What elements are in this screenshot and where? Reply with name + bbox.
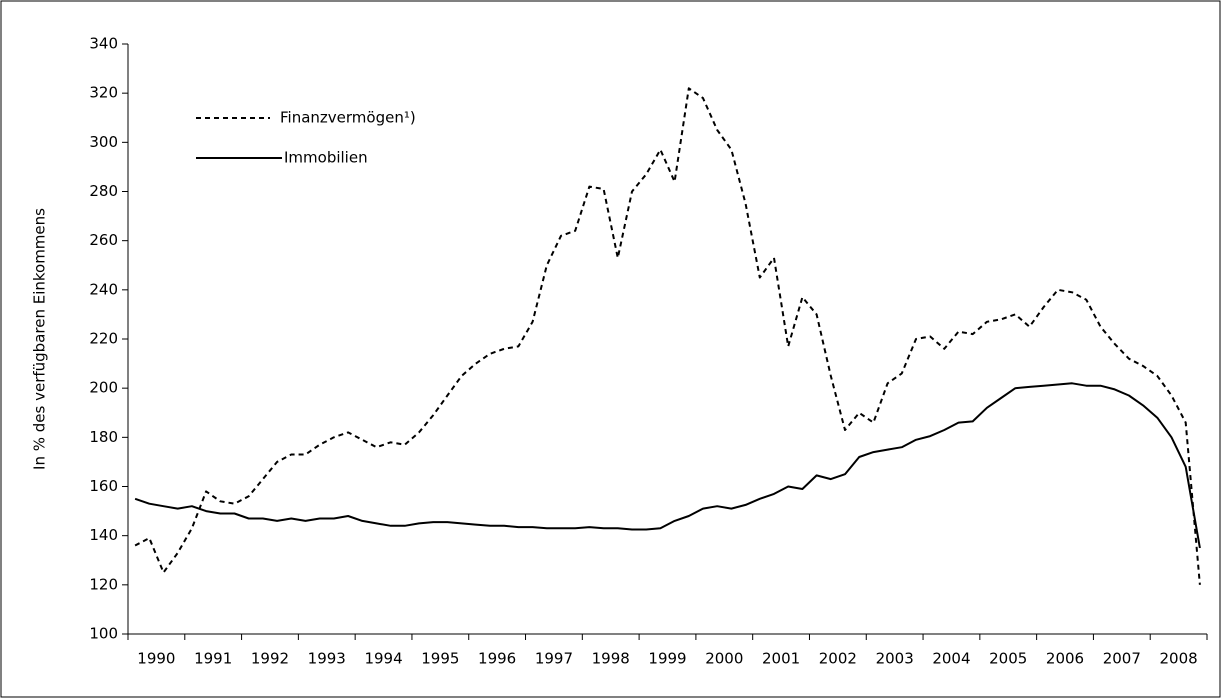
y-tick-label: 180 (89, 428, 118, 446)
x-tick-label: 2004 (932, 650, 970, 668)
x-tick-label: 1993 (308, 650, 346, 668)
y-tick-label: 320 (89, 84, 118, 102)
y-tick-label: 260 (89, 231, 118, 249)
x-tick-label: 2008 (1160, 650, 1198, 668)
y-tick-label: 120 (89, 575, 118, 593)
x-tick-label: 1995 (421, 650, 459, 668)
x-tick-label: 2007 (1103, 650, 1141, 668)
x-tick-label: 2005 (989, 650, 1027, 668)
y-tick-label: 100 (89, 625, 118, 643)
x-tick-label: 2003 (876, 650, 914, 668)
x-tick-label: 1994 (364, 650, 402, 668)
x-tick-label: 2000 (705, 650, 743, 668)
y-axis-label: In % des verfügbaren Einkommens (31, 208, 49, 470)
y-tick-label: 240 (89, 280, 118, 298)
x-tick-label: 2002 (819, 650, 857, 668)
x-tick-label: 1992 (251, 650, 289, 668)
x-tick-label: 1998 (592, 650, 630, 668)
line-series (134, 382, 1201, 549)
legend-label: Finanzvermögen¹) (280, 109, 416, 127)
y-tick-label: 140 (89, 526, 118, 544)
x-tick-label: 2006 (1046, 650, 1084, 668)
y-tick-label: 220 (89, 330, 118, 348)
y-tick-label: 340 (89, 35, 118, 53)
x-tick-label: 1990 (137, 650, 175, 668)
legend-label: Immobilien (284, 149, 368, 167)
x-tick-label: 1996 (478, 650, 516, 668)
y-tick-label: 280 (89, 182, 118, 200)
y-tick-label: 160 (89, 477, 118, 495)
x-tick-label: 1999 (648, 650, 686, 668)
x-tick-label: 2001 (762, 650, 800, 668)
y-tick-label: 300 (89, 133, 118, 151)
x-tick-label: 1997 (535, 650, 573, 668)
y-tick-label: 200 (89, 379, 118, 397)
x-tick-label: 1991 (194, 650, 232, 668)
